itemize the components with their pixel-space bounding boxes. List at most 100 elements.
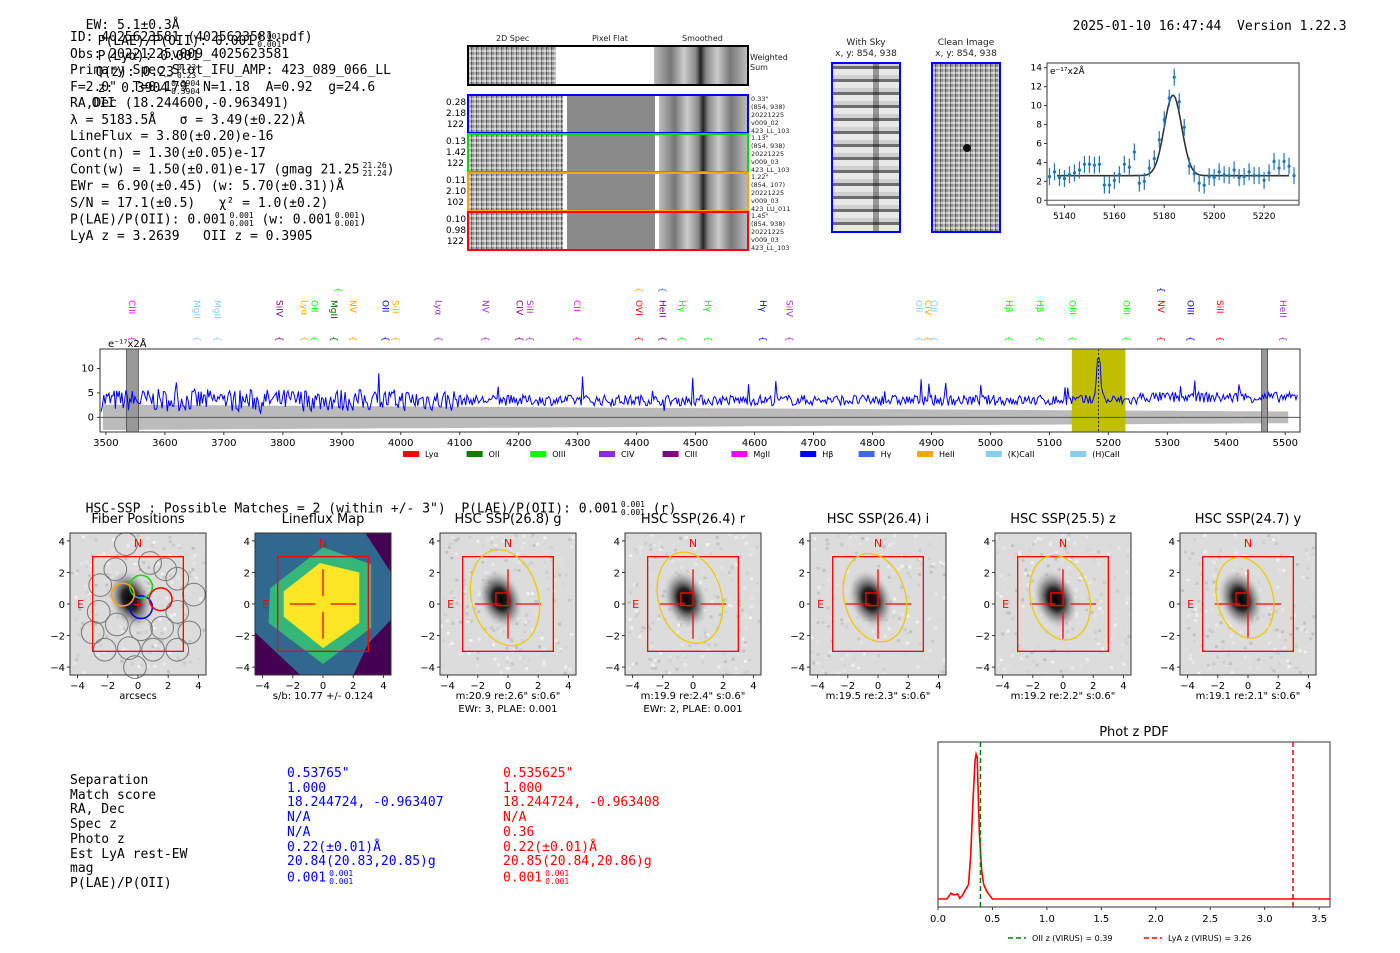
emission-line-label: Hγ (676, 300, 686, 313)
cutout-2d-spec (469, 174, 563, 210)
x-tick-label: 3800 (270, 438, 295, 449)
emission-line-marker: HeII { (657, 300, 667, 342)
emission-line-label: HeII (657, 300, 667, 318)
legend-swatch (466, 451, 483, 457)
emission-line-bracket: { (191, 336, 201, 342)
x-tick-label: 0 (1245, 681, 1251, 692)
east-label: E (817, 598, 824, 611)
cutout-2d-spec (469, 135, 563, 171)
panel-plot: N E −4 −4 −2 −2 0 0 2 2 4 4 (790, 532, 947, 692)
emission-line-marker: SiIV{ (633, 287, 643, 293)
fiber-circle (177, 620, 202, 645)
timestamp: 2025-01-10 16:47:44 (1072, 19, 1222, 34)
x-tick-label: 4300 (565, 438, 590, 449)
emission-line-marker: OII{ (332, 287, 342, 293)
line-flux: LineFlux = 3.80(±0.20)e-16 (70, 129, 274, 144)
match-field-value: 18.244724, -0.963408 (503, 795, 660, 811)
data-point (1057, 175, 1062, 180)
detection-info: ID: 4025623581 (4025623581.pdf) Obs: 202… (70, 30, 395, 246)
emission-line-label: SiII (1214, 300, 1224, 314)
x-tick-label: −4 (625, 681, 640, 692)
cutout-row (467, 211, 749, 251)
legend-label: (H)CaII (1092, 450, 1119, 459)
x-tick-label: 2.5 (1202, 914, 1218, 925)
emission-line-bracket: { (633, 287, 643, 293)
photz-pdf-chart: Phot z PDF 0.0 0.5 1.0 1.5 2.0 2.5 3.0 3.5 OII z … (930, 725, 1331, 943)
data-point (1137, 181, 1141, 185)
emission-line-bracket: { (480, 336, 490, 342)
x-tick-label: 4400 (624, 438, 649, 449)
match-field-value: 0.535625" (503, 766, 574, 781)
detection-id: ID: 4025623581 (4025623581.pdf) (70, 30, 313, 45)
aperture-ellipse (656, 551, 724, 644)
cutout-row-stats: 0.13 1.42 122 (446, 137, 467, 169)
fiber-circle (103, 557, 128, 582)
match-labels: Separation Match score RA, Dec Spec z Photo … (70, 773, 188, 892)
data-point (1152, 157, 1156, 161)
masked-region (1261, 348, 1268, 433)
aperture-ellipse (1215, 556, 1275, 639)
x-tick-label: 0 (1060, 681, 1066, 692)
y-units-annotation: e⁻¹⁷x2Å (1050, 65, 1086, 77)
aperture-box (1202, 556, 1294, 652)
galaxy-blob (662, 568, 709, 630)
emission-line-label: SiII (390, 300, 400, 314)
pdf-curve (938, 750, 1330, 900)
y-tick-label: 2 (614, 568, 620, 579)
x-tick-label: 4700 (801, 438, 826, 449)
data-point (1262, 178, 1266, 182)
redshifts: LyA z = 3.2639 OII z = 0.3905 (70, 229, 313, 244)
north-label: N (504, 537, 512, 550)
panel-caption: m:19.2 re:2.2" s:0.6" (1010, 691, 1116, 702)
data-point (1187, 164, 1191, 168)
east-label: E (447, 598, 454, 611)
emission-line-marker: SiIV{ (273, 300, 283, 342)
x-tick-label: −4 (255, 681, 270, 692)
match-field-value: N/A (287, 824, 311, 840)
legend-label: Hγ (881, 450, 892, 459)
cutout-smoothed (659, 213, 747, 249)
emission-line-bracket: { (524, 336, 534, 342)
fiber-circle (150, 615, 175, 640)
x-tick-label: 4 (380, 681, 386, 692)
timestamp-version: 2025-01-10 16:47:44 Version 1.22.3 (1057, 4, 1347, 34)
emission-line-bracket: { (783, 336, 793, 342)
legend-label: Hβ (822, 450, 833, 459)
emission-line-marker: MgII { (328, 300, 338, 342)
cutout-2d-spec (469, 96, 563, 132)
y-tick-label: 2 (59, 568, 65, 579)
emission-line-label: SiII (524, 300, 534, 314)
north-label: N (319, 537, 327, 550)
legend-label: CIV (621, 450, 635, 459)
emission-line-marker: MgII { (191, 300, 201, 342)
data-point (1197, 181, 1201, 185)
legend-label: CIII (685, 450, 698, 459)
y-tick-label: 12 (1031, 83, 1042, 93)
match-field-label: Est LyA rest-EW (70, 846, 188, 862)
data-point (1272, 159, 1276, 164)
data-point (1257, 174, 1261, 178)
hsc-summary: HSC-SSP : Possible Matches = 2 (within +… (85, 500, 677, 517)
panel-caption: m:19.5 re:2.3" s:0.6" (825, 691, 931, 702)
emission-line-bracket: { (309, 336, 319, 342)
gaussian-model-line (1057, 94, 1289, 177)
match-blue-values: 0.53765" 1.000 18.244724, -0.963407 N/A N/A 0… (287, 766, 444, 886)
x-tick-label: 3700 (211, 438, 236, 449)
east-label: E (77, 598, 84, 611)
cutout-row (467, 94, 749, 134)
data-point (1142, 179, 1146, 183)
x-tick-label: 4200 (506, 438, 531, 449)
x-tick-label: 5140 (1053, 212, 1076, 222)
data-point (1132, 150, 1136, 154)
legend-label: Lyα (425, 450, 439, 459)
x-tick-label: −4 (810, 681, 825, 692)
data-point (1287, 164, 1291, 168)
cutout-pixel-flat (567, 174, 655, 210)
data-point (1212, 175, 1216, 180)
emission-line-marker: OIII { (1121, 300, 1131, 342)
emission-line-bracket: { (913, 336, 923, 342)
x-tick-label: 0 (505, 681, 511, 692)
match-field-value: 0.22(±0.01)Å (287, 839, 381, 855)
x-tick-label: 5400 (1214, 438, 1239, 449)
match-field-value: 0.22(±0.01)Å (503, 839, 597, 855)
